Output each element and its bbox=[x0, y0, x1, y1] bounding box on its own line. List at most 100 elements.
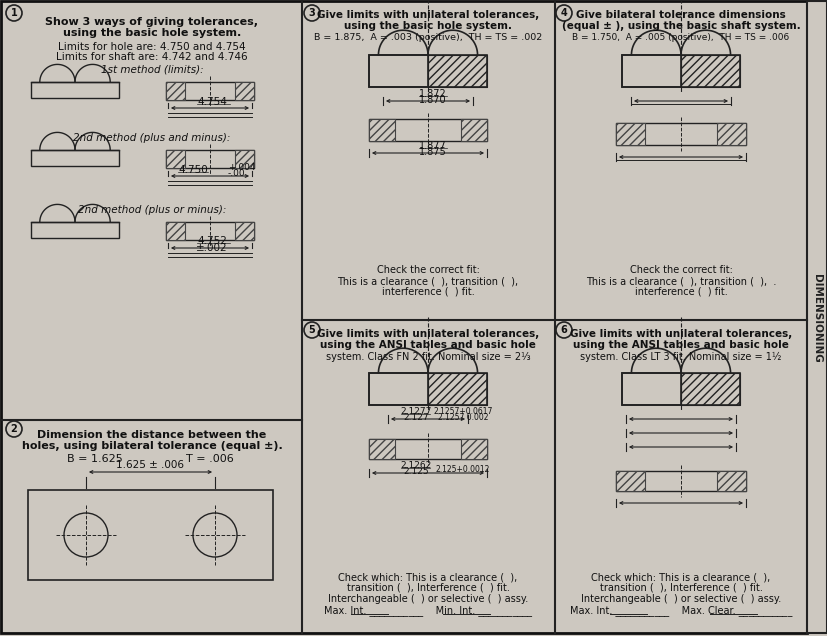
Text: 1st method (limits):: 1st method (limits): bbox=[101, 65, 203, 75]
Text: using the ANSI tables and basic hole: using the ANSI tables and basic hole bbox=[572, 340, 788, 350]
Text: system. Class FN 2 fit. Nominal size = 2⅓: system. Class FN 2 fit. Nominal size = 2… bbox=[325, 352, 529, 362]
Text: (equal ± ), using the basic shaft system.: (equal ± ), using the basic shaft system… bbox=[561, 21, 800, 31]
Bar bbox=[615, 471, 745, 491]
Text: Limits for shaft are: 4.742 and 4.746: Limits for shaft are: 4.742 and 4.746 bbox=[56, 52, 247, 62]
Text: using the basic hole system.: using the basic hole system. bbox=[63, 28, 241, 38]
Bar bbox=[615, 471, 644, 491]
Text: 1.625 ± .006: 1.625 ± .006 bbox=[117, 460, 184, 470]
Text: 3: 3 bbox=[308, 8, 315, 18]
Text: +.004: +.004 bbox=[227, 163, 256, 172]
Bar bbox=[31, 150, 119, 166]
Text: 2nd method (plus or minus):: 2nd method (plus or minus): bbox=[78, 205, 226, 215]
Text: 6: 6 bbox=[560, 325, 566, 335]
Bar bbox=[716, 471, 745, 491]
Bar bbox=[621, 373, 739, 405]
Bar bbox=[234, 82, 254, 100]
Text: Limits for hole are: 4.750 and 4.754: Limits for hole are: 4.750 and 4.754 bbox=[58, 42, 246, 52]
Text: Give limits with unilateral tolerances,: Give limits with unilateral tolerances, bbox=[317, 10, 538, 20]
Bar bbox=[369, 55, 428, 87]
Text: 2: 2 bbox=[11, 424, 17, 434]
Text: ±.002: ±.002 bbox=[196, 243, 227, 253]
Text: T = .006: T = .006 bbox=[186, 454, 233, 464]
Text: 1: 1 bbox=[11, 8, 17, 18]
Text: 1.870: 1.870 bbox=[418, 95, 447, 105]
Text: interference (  ) fit.: interference ( ) fit. bbox=[381, 287, 474, 297]
Text: system. Class LT 3 fit. Nominal size = 1½: system. Class LT 3 fit. Nominal size = 1… bbox=[580, 352, 781, 362]
Text: -.00: -.00 bbox=[227, 170, 246, 179]
Text: B = 1.625: B = 1.625 bbox=[67, 454, 122, 464]
Bar bbox=[165, 82, 254, 100]
Text: 2.125+0.0012: 2.125+0.0012 bbox=[435, 464, 490, 473]
Text: 2.1257 0.002: 2.1257 0.002 bbox=[437, 413, 488, 422]
Text: transition (  ), Interference (  ) fit.: transition ( ), Interference ( ) fit. bbox=[599, 583, 762, 593]
Bar bbox=[31, 82, 119, 98]
Bar bbox=[31, 222, 119, 238]
Text: 4.750: 4.750 bbox=[178, 165, 208, 175]
Text: 1.877: 1.877 bbox=[418, 141, 447, 151]
Bar bbox=[615, 123, 745, 145]
Text: 2.127: 2.127 bbox=[403, 413, 428, 422]
Text: using the ANSI tables and basic hole: using the ANSI tables and basic hole bbox=[320, 340, 535, 350]
Text: Give limits with unilateral tolerances,: Give limits with unilateral tolerances, bbox=[569, 329, 791, 339]
Text: 2nd method (plus and minus):: 2nd method (plus and minus): bbox=[74, 133, 231, 143]
Text: Max. Int. ___________    Min. Int. ___________: Max. Int. ___________ Min. Int. ________… bbox=[323, 605, 532, 616]
Bar bbox=[461, 439, 486, 459]
Text: Check which: This is a clearance (  ),: Check which: This is a clearance ( ), bbox=[590, 572, 770, 582]
Bar bbox=[428, 55, 486, 87]
Bar bbox=[428, 373, 486, 405]
Text: interference (  ) fit.: interference ( ) fit. bbox=[633, 287, 726, 297]
Bar bbox=[369, 373, 428, 405]
Bar bbox=[28, 490, 273, 580]
Bar bbox=[369, 373, 486, 405]
Text: 2.1257+0.0617: 2.1257+0.0617 bbox=[433, 408, 492, 417]
Text: 2.1262: 2.1262 bbox=[400, 462, 431, 471]
Bar bbox=[621, 55, 680, 87]
Bar bbox=[234, 222, 254, 240]
Text: B = 1.875,  A = .003 (positive),  TH = TS = .002: B = 1.875, A = .003 (positive), TH = TS … bbox=[313, 34, 542, 43]
Text: using the basic hole system.: using the basic hole system. bbox=[343, 21, 511, 31]
Bar bbox=[369, 119, 394, 141]
Text: DIMENSIONING: DIMENSIONING bbox=[811, 273, 821, 363]
Bar bbox=[806, 1, 826, 633]
Text: 2.125: 2.125 bbox=[403, 467, 428, 476]
Text: B = 1.750,  A = .005 (positive),  TH = TS = .006: B = 1.750, A = .005 (positive), TH = TS … bbox=[571, 34, 789, 43]
Bar bbox=[621, 373, 680, 405]
Bar bbox=[716, 123, 745, 145]
Text: 4: 4 bbox=[560, 8, 566, 18]
Text: 4.754: 4.754 bbox=[197, 97, 227, 107]
Text: Check which: This is a clearance (  ),: Check which: This is a clearance ( ), bbox=[338, 572, 517, 582]
Bar bbox=[461, 119, 486, 141]
Text: Give bilateral tolerance dimensions: Give bilateral tolerance dimensions bbox=[576, 10, 785, 20]
Bar bbox=[165, 150, 254, 168]
Text: 1.875: 1.875 bbox=[418, 147, 447, 157]
Text: 5: 5 bbox=[308, 325, 315, 335]
Text: holes, using bilateral tolerance (equal ±).: holes, using bilateral tolerance (equal … bbox=[22, 441, 282, 451]
Bar bbox=[369, 119, 486, 141]
Text: Dimension the distance between the: Dimension the distance between the bbox=[37, 430, 266, 440]
Text: Max. Int. ___________    Max. Clear. ___________: Max. Int. ___________ Max. Clear. ______… bbox=[569, 605, 791, 616]
Bar bbox=[165, 82, 185, 100]
Text: 1.872: 1.872 bbox=[418, 89, 447, 99]
Text: 4.752: 4.752 bbox=[197, 236, 227, 246]
Text: Give limits with unilateral tolerances,: Give limits with unilateral tolerances, bbox=[317, 329, 538, 339]
Bar bbox=[680, 55, 739, 87]
Text: transition (  ), Interference (  ) fit.: transition ( ), Interference ( ) fit. bbox=[347, 583, 509, 593]
Text: Check the correct fit:: Check the correct fit: bbox=[376, 265, 479, 275]
Bar bbox=[369, 439, 486, 459]
Bar bbox=[369, 439, 394, 459]
Text: This is a clearance (  ), transition (  ),: This is a clearance ( ), transition ( ), bbox=[337, 276, 518, 286]
Text: 2.1277: 2.1277 bbox=[399, 408, 431, 417]
Bar bbox=[165, 222, 185, 240]
Text: Interchangeable (  ) or selective (  ) assy.: Interchangeable ( ) or selective ( ) ass… bbox=[327, 594, 528, 604]
Text: Interchangeable (  ) or selective (  ) assy.: Interchangeable ( ) or selective ( ) ass… bbox=[581, 594, 780, 604]
Bar bbox=[165, 222, 254, 240]
Bar bbox=[615, 123, 644, 145]
Text: This is a clearance (  ), transition (  ),  .: This is a clearance ( ), transition ( ),… bbox=[586, 276, 775, 286]
Bar bbox=[621, 55, 739, 87]
Bar bbox=[234, 150, 254, 168]
Bar bbox=[369, 55, 486, 87]
Text: Show 3 ways of giving tolerances,: Show 3 ways of giving tolerances, bbox=[45, 17, 258, 27]
Text: Check the correct fit:: Check the correct fit: bbox=[629, 265, 732, 275]
Bar bbox=[680, 373, 739, 405]
Bar bbox=[165, 150, 185, 168]
